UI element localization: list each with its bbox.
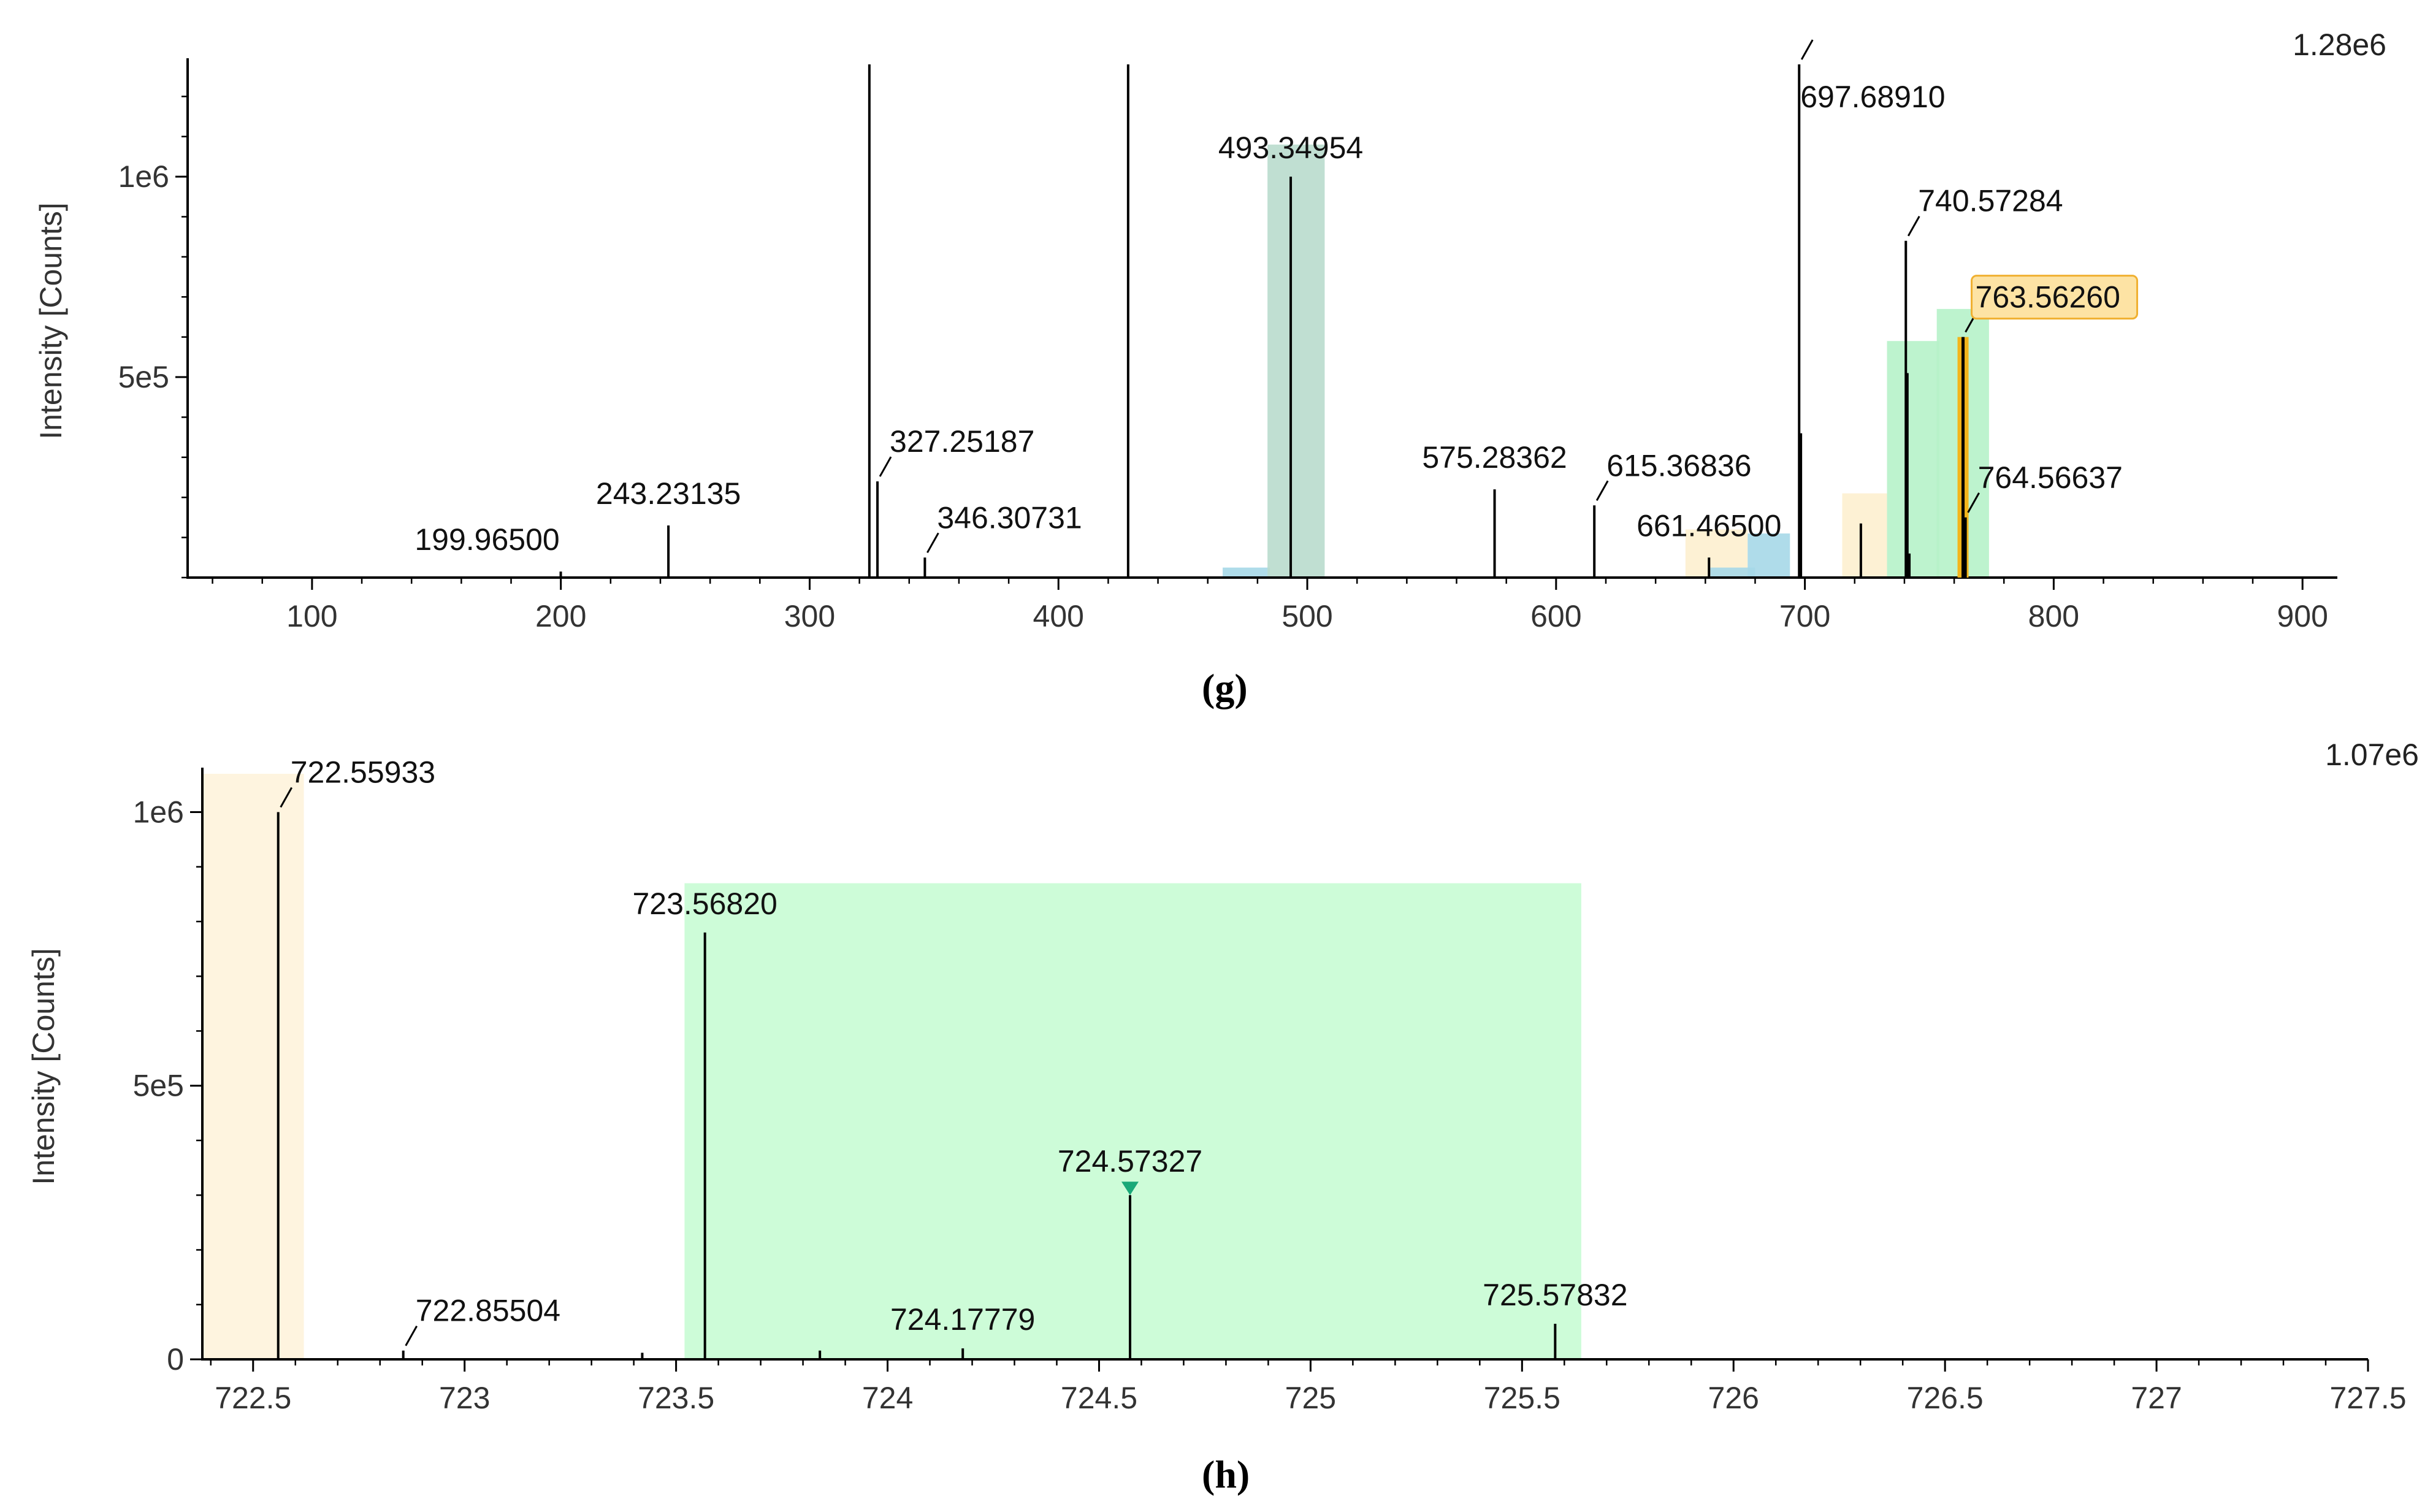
- label-leader: [926, 532, 939, 554]
- shaded-region: [1223, 567, 1270, 578]
- x-tick-label: 723: [439, 1381, 490, 1410]
- x-tick-label: 727: [2131, 1381, 2182, 1410]
- peak-label: 722.55933: [291, 755, 435, 789]
- shaded-region: [1710, 567, 1755, 578]
- peak-label: 575.28362: [1422, 440, 1567, 475]
- label-leader: [280, 787, 293, 808]
- shaded-region: [1842, 493, 1887, 578]
- y-axis-label: Intensity [Counts]: [26, 948, 61, 1185]
- x-tick-label: 800: [2028, 599, 2079, 633]
- label-leader: [879, 456, 892, 477]
- peak-label: 725.57832: [1483, 1278, 1627, 1312]
- peak-label: 493.34954: [1218, 131, 1363, 165]
- peak-label: 724.57327: [1058, 1144, 1202, 1178]
- x-tick-label: 100: [286, 599, 337, 633]
- caption-g-text: (g): [1202, 666, 1248, 709]
- y-tick-label: 1e6: [118, 159, 169, 194]
- label-leader: [1800, 39, 1814, 60]
- caption-g: (g): [1202, 665, 1248, 711]
- y-axis-label: Intensity [Counts]: [34, 202, 68, 439]
- label-leader: [1595, 480, 1609, 502]
- x-tick-label: 725.5: [1484, 1381, 1560, 1410]
- peak-label: 724.17779: [890, 1302, 1035, 1337]
- x-tick-label: 900: [2277, 599, 2328, 633]
- peak-label: 199.96500: [414, 522, 559, 557]
- x-tick-label: 723.5: [638, 1381, 714, 1410]
- x-tick-label: 726.5: [1907, 1381, 1984, 1410]
- shaded-region: [1747, 533, 1790, 578]
- shaded-region: [684, 883, 1581, 1359]
- y-tick-label: 5e5: [118, 360, 169, 394]
- caption-h: (h): [1202, 1452, 1250, 1497]
- label-leader: [1907, 215, 1920, 237]
- y-tick-label: 0: [167, 1342, 184, 1376]
- caption-h-text: (h): [1202, 1453, 1250, 1496]
- y-tick-label: 1e6: [133, 795, 184, 829]
- peak-label: 740.57284: [1918, 184, 2063, 218]
- x-tick-label: 700: [1779, 599, 1830, 633]
- scale-label: 1.28e6: [2293, 28, 2386, 62]
- x-tick-label: 400: [1033, 599, 1084, 633]
- scale-label: 1.07e6: [2325, 738, 2419, 772]
- x-tick-label: 600: [1530, 599, 1581, 633]
- spectrum-chart-h: 722.5 723 723.5 724 724.5 725 725.5 726 726.5 727…: [26, 738, 2419, 1410]
- peak-label: 243.23135: [596, 476, 741, 511]
- peak-label: 697.68910: [1800, 80, 1945, 114]
- x-tick-label: 727.5: [2329, 1381, 2406, 1410]
- shaded-region: [1887, 341, 1939, 578]
- peak-marker: [1121, 1182, 1139, 1196]
- x-tick-label: 725: [1285, 1381, 1336, 1410]
- highlight-label-box: [1971, 275, 2139, 320]
- x-tick-label: 724.5: [1061, 1381, 1137, 1410]
- x-tick-label: 724: [862, 1381, 913, 1410]
- shaded-region: [1267, 144, 1325, 578]
- x-tick-label: 722.5: [215, 1381, 291, 1410]
- x-tick-label: 500: [1281, 599, 1332, 633]
- shaded-region: [204, 774, 304, 1359]
- x-tick-label: 200: [535, 599, 586, 633]
- peak-label: 763.56260: [1976, 280, 2120, 315]
- label-leader: [1967, 492, 1980, 513]
- peak-label: 346.30731: [937, 500, 1082, 535]
- x-tick-label: 300: [784, 599, 835, 633]
- peak-label: 722.85504: [416, 1294, 560, 1328]
- peak-label: 615.36836: [1606, 448, 1751, 483]
- peak-label: 723.56820: [632, 887, 777, 921]
- label-leader: [405, 1325, 418, 1346]
- peak-label: 327.25187: [890, 424, 1034, 459]
- spectrum-chart-g: 100 200 300 400 500 600 700 800 900 5e5 1e6 Intensi…: [34, 28, 2386, 633]
- x-tick-label: 726: [1708, 1381, 1759, 1410]
- y-tick-label: 5e5: [133, 1069, 184, 1103]
- peak-label: 661.46500: [1637, 508, 1781, 543]
- peak-label: 764.56637: [1978, 460, 2123, 495]
